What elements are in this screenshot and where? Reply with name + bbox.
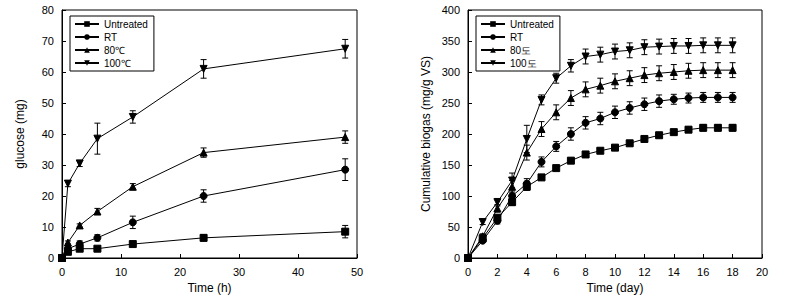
svg-text:150: 150 [442, 159, 460, 171]
svg-text:RT: RT [104, 32, 117, 43]
svg-text:10: 10 [115, 266, 127, 278]
svg-text:Time (day): Time (day) [587, 281, 644, 295]
svg-text:Cumulative biogas (mg/g VS): Cumulative biogas (mg/g VS) [419, 56, 433, 212]
svg-text:400: 400 [442, 4, 460, 16]
svg-text:30: 30 [233, 266, 245, 278]
svg-text:100: 100 [442, 190, 460, 202]
svg-text:20: 20 [42, 190, 54, 202]
svg-text:50: 50 [448, 221, 460, 233]
svg-text:100도: 100도 [510, 58, 537, 69]
svg-text:14: 14 [668, 266, 680, 278]
svg-text:350: 350 [442, 35, 460, 47]
svg-text:18: 18 [726, 266, 738, 278]
svg-text:0: 0 [454, 252, 460, 264]
svg-text:60: 60 [42, 66, 54, 78]
svg-text:20: 20 [174, 266, 186, 278]
svg-text:4: 4 [524, 266, 530, 278]
svg-text:300: 300 [442, 66, 460, 78]
svg-text:10: 10 [609, 266, 621, 278]
svg-text:70: 70 [42, 35, 54, 47]
svg-text:20: 20 [756, 266, 768, 278]
svg-text:30: 30 [42, 159, 54, 171]
svg-text:2: 2 [494, 266, 500, 278]
svg-text:Untreated: Untreated [510, 19, 554, 30]
svg-text:0: 0 [48, 252, 54, 264]
svg-text:12: 12 [638, 266, 650, 278]
svg-text:0: 0 [59, 266, 65, 278]
svg-text:200: 200 [442, 128, 460, 140]
svg-text:8: 8 [583, 266, 589, 278]
svg-text:0: 0 [465, 266, 471, 278]
svg-text:40: 40 [42, 128, 54, 140]
svg-text:100℃: 100℃ [104, 58, 131, 69]
svg-text:6: 6 [553, 266, 559, 278]
svg-text:80도: 80도 [510, 45, 531, 56]
svg-text:glucose (mg): glucose (mg) [13, 99, 27, 168]
svg-text:40: 40 [292, 266, 304, 278]
svg-text:Untreated: Untreated [104, 19, 148, 30]
svg-text:50: 50 [42, 97, 54, 109]
svg-text:RT: RT [510, 32, 523, 43]
svg-text:80℃: 80℃ [104, 45, 125, 56]
svg-text:80: 80 [42, 4, 54, 16]
svg-text:50: 50 [351, 266, 363, 278]
svg-text:16: 16 [697, 266, 709, 278]
svg-text:250: 250 [442, 97, 460, 109]
svg-text:Time (h): Time (h) [187, 281, 231, 295]
svg-text:10: 10 [42, 221, 54, 233]
